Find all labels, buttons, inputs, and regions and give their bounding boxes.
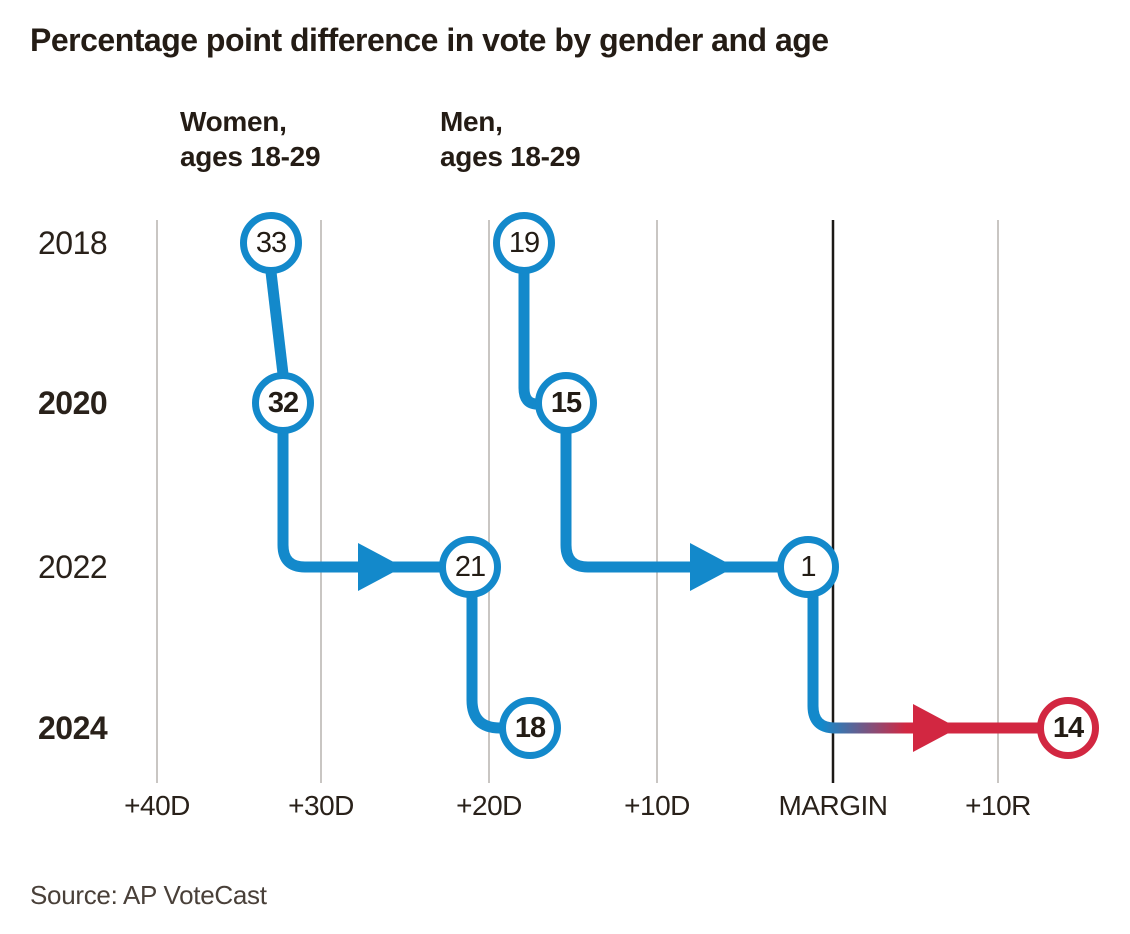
chart-title: Percentage point difference in vote by g… xyxy=(30,22,829,58)
women-path xyxy=(265,271,501,734)
x-tick-10d: +10D xyxy=(624,790,690,821)
x-tick-20d: +20D xyxy=(456,790,522,821)
x-tick-30d: +30D xyxy=(288,790,354,821)
women-node-2020: 32 xyxy=(252,372,314,434)
women-segment-2020-2022 xyxy=(277,432,441,573)
legend-men-line1: Men, xyxy=(440,106,503,137)
women-node-2022: 21 xyxy=(439,536,501,598)
x-tick-margin: MARGIN xyxy=(778,790,889,821)
men-segment-2022-2024-gradient xyxy=(807,596,1039,734)
legend-women-line2: ages 18-29 xyxy=(180,141,321,172)
women-segment-2022-2024 xyxy=(466,596,501,734)
year-label-2024: 2024 xyxy=(38,710,108,746)
women-node-2024: 18 xyxy=(499,697,561,759)
x-tick-10r: +10R xyxy=(965,790,1031,821)
men-node-2018: 19 xyxy=(493,212,555,274)
source-attribution: Source: AP VoteCast xyxy=(30,880,267,910)
legend-women-line1: Women, xyxy=(180,106,287,137)
men-node-2022: 1 xyxy=(777,536,839,598)
men-node-2024: 14 xyxy=(1037,697,1099,759)
women-segment-2018-2020 xyxy=(265,271,289,375)
x-tick-40d: +40D xyxy=(124,790,190,821)
men-segment-2020-2022 xyxy=(560,432,779,573)
men-arrowhead-2022 xyxy=(690,543,735,591)
year-label-2020: 2020 xyxy=(38,385,108,421)
legend-men-line2: ages 18-29 xyxy=(440,141,581,172)
year-label-2022: 2022 xyxy=(38,549,108,585)
men-path xyxy=(518,272,779,573)
women-arrowhead-2022 xyxy=(358,543,403,591)
legend-men-label: Men, ages 18-29 xyxy=(440,104,581,174)
men-arrowhead-2024 xyxy=(913,704,958,752)
men-segment-2018-2020 xyxy=(518,272,538,410)
legend-women-label: Women, ages 18-29 xyxy=(180,104,321,174)
women-node-2018: 33 xyxy=(240,212,302,274)
year-label-2018: 2018 xyxy=(38,225,108,261)
men-node-2020: 15 xyxy=(535,372,597,434)
gridlines xyxy=(156,220,999,783)
